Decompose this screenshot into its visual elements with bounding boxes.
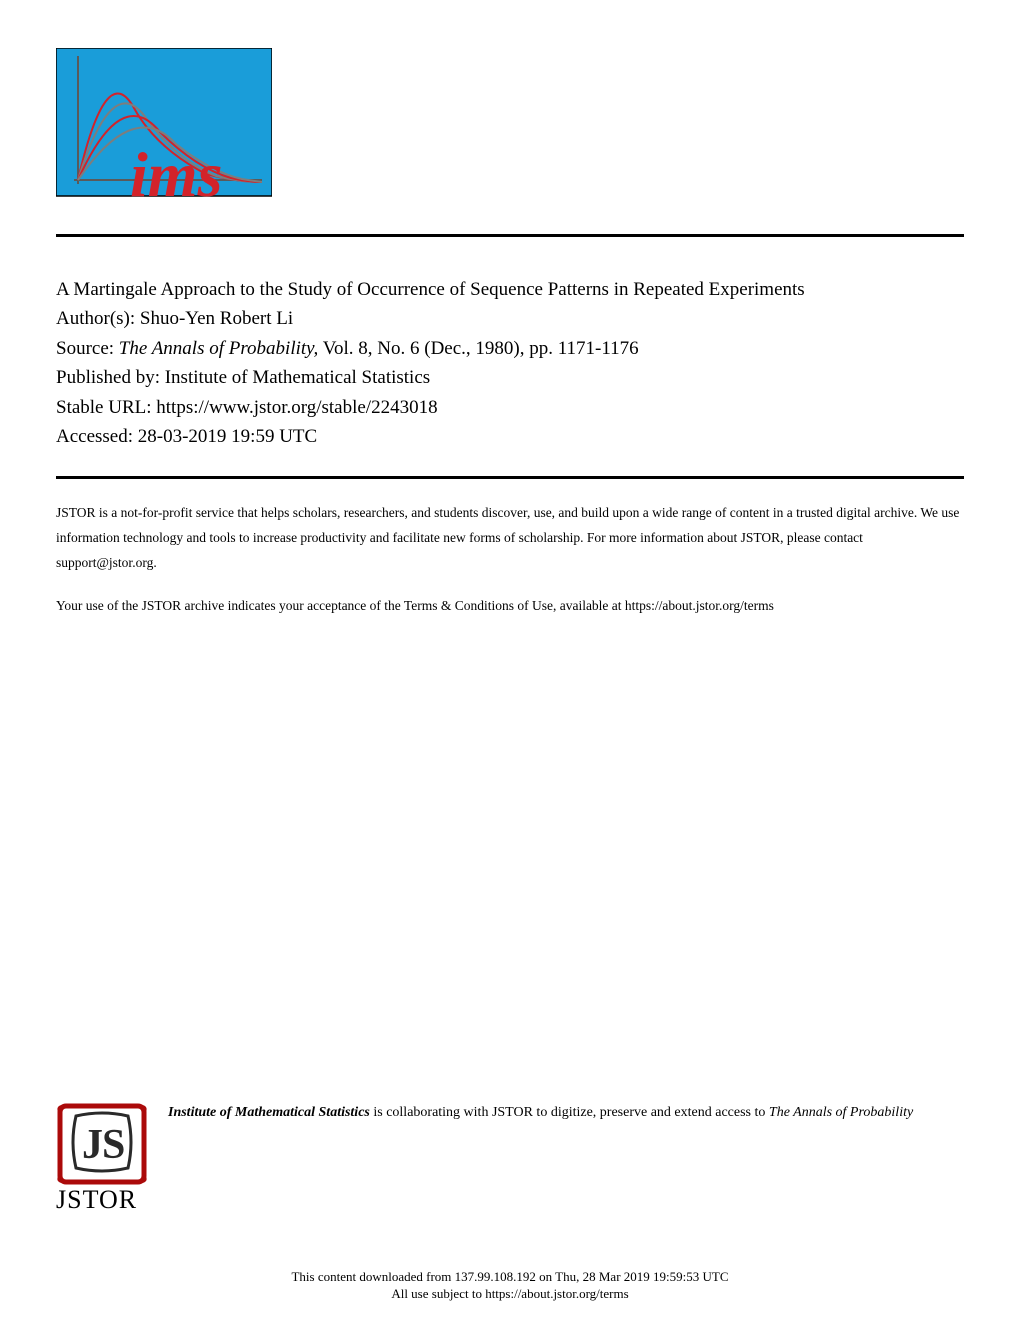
source-label: Source: (56, 338, 114, 359)
accessed-value: 28-03-2019 19:59 UTC (138, 426, 317, 447)
fine-print-para-1: JSTOR is a not-for-profit service that h… (56, 501, 964, 576)
svg-text:JSTOR: JSTOR (56, 1185, 137, 1212)
jstor-logo: J S JSTOR (56, 1102, 148, 1217)
authors-line: Author(s): Shuo-Yen Robert Li (56, 304, 964, 333)
footer-line-1: This content downloaded from 137.99.108.… (0, 1269, 1020, 1286)
fine-print-block: JSTOR is a not-for-profit service that h… (56, 479, 964, 619)
publisher-line: Published by: Institute of Mathematical … (56, 363, 964, 392)
svg-text:J: J (82, 1122, 103, 1168)
source-journal: The Annals of Probability, (119, 338, 319, 359)
article-title: A Martingale Approach to the Study of Oc… (56, 275, 964, 304)
collab-journal: The Annals of Probability (769, 1105, 913, 1120)
fine-print-para-2: Your use of the JSTOR archive indicates … (56, 594, 964, 619)
page-container: ims A Martingale Approach to the Study o… (0, 0, 1020, 619)
collab-publisher: Institute of Mathematical Statistics (168, 1105, 370, 1120)
metadata-block: A Martingale Approach to the Study of Oc… (56, 237, 964, 476)
svg-text:S: S (102, 1122, 125, 1168)
svg-text:ims: ims (130, 139, 222, 208)
ims-logo-svg: ims (56, 48, 272, 208)
collab-text: Institute of Mathematical Statistics is … (168, 1102, 913, 1123)
footer-block: This content downloaded from 137.99.108.… (0, 1269, 1020, 1303)
source-details: Vol. 8, No. 6 (Dec., 1980), pp. 1171-117… (323, 338, 639, 359)
authors-value: Shuo-Yen Robert Li (140, 308, 293, 329)
footer-line-2: All use subject to https://about.jstor.o… (0, 1286, 1020, 1303)
stable-url-line: Stable URL: https://www.jstor.org/stable… (56, 393, 964, 422)
ims-logo: ims (56, 48, 272, 208)
stable-url-label: Stable URL: (56, 397, 152, 418)
accessed-line: Accessed: 28-03-2019 19:59 UTC (56, 422, 964, 451)
source-line: Source: The Annals of Probability, Vol. … (56, 334, 964, 363)
publisher-value: Institute of Mathematical Statistics (165, 367, 430, 388)
stable-url-value: https://www.jstor.org/stable/2243018 (156, 397, 437, 418)
collab-middle: is collaborating with JSTOR to digitize,… (370, 1105, 769, 1120)
authors-label: Author(s): (56, 308, 135, 329)
publisher-label: Published by: (56, 367, 160, 388)
accessed-label: Accessed: (56, 426, 133, 447)
jstor-logo-svg: J S JSTOR (56, 1102, 148, 1212)
collaboration-block: J S JSTOR Institute of Mathematical Stat… (56, 1102, 964, 1217)
